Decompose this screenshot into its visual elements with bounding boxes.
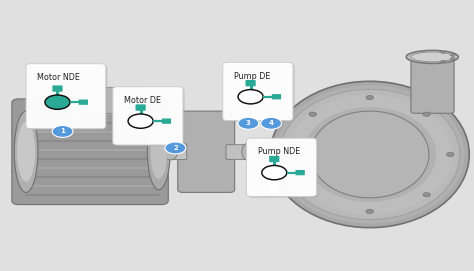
FancyBboxPatch shape	[248, 140, 319, 198]
Ellipse shape	[147, 114, 170, 190]
FancyBboxPatch shape	[246, 80, 255, 86]
Circle shape	[423, 112, 430, 117]
FancyBboxPatch shape	[115, 88, 185, 147]
Ellipse shape	[270, 81, 469, 228]
FancyBboxPatch shape	[79, 99, 88, 105]
Ellipse shape	[411, 52, 454, 62]
Circle shape	[309, 112, 317, 117]
Circle shape	[366, 209, 374, 214]
Circle shape	[51, 98, 64, 106]
Circle shape	[238, 117, 259, 129]
Text: Motor NDE: Motor NDE	[37, 73, 80, 82]
Circle shape	[441, 60, 446, 63]
FancyBboxPatch shape	[28, 65, 108, 130]
Ellipse shape	[318, 117, 422, 192]
Circle shape	[285, 152, 293, 157]
Ellipse shape	[303, 107, 436, 202]
Text: Motor DE: Motor DE	[124, 96, 161, 105]
FancyBboxPatch shape	[295, 170, 305, 175]
Circle shape	[450, 57, 455, 60]
Circle shape	[366, 95, 374, 100]
FancyBboxPatch shape	[12, 99, 168, 205]
Ellipse shape	[287, 95, 453, 214]
FancyBboxPatch shape	[162, 118, 171, 124]
Text: 3: 3	[246, 120, 251, 126]
Circle shape	[52, 125, 73, 137]
Text: 2: 2	[173, 145, 178, 151]
Polygon shape	[269, 141, 280, 194]
FancyBboxPatch shape	[223, 62, 293, 121]
FancyBboxPatch shape	[272, 94, 281, 99]
FancyBboxPatch shape	[269, 156, 279, 162]
Circle shape	[128, 114, 153, 128]
FancyBboxPatch shape	[411, 60, 454, 113]
Text: Pump NDE: Pump NDE	[258, 147, 300, 156]
FancyBboxPatch shape	[246, 138, 317, 196]
Circle shape	[450, 54, 455, 56]
Ellipse shape	[406, 50, 458, 63]
Ellipse shape	[164, 144, 178, 160]
FancyBboxPatch shape	[157, 144, 187, 160]
Ellipse shape	[275, 85, 465, 224]
Circle shape	[261, 117, 282, 129]
FancyBboxPatch shape	[226, 145, 250, 159]
Circle shape	[238, 90, 263, 104]
FancyBboxPatch shape	[178, 111, 235, 192]
FancyBboxPatch shape	[113, 87, 183, 145]
Circle shape	[441, 51, 446, 54]
Text: 4: 4	[269, 120, 273, 126]
Circle shape	[262, 166, 287, 180]
Ellipse shape	[242, 143, 255, 160]
FancyBboxPatch shape	[246, 141, 295, 162]
Circle shape	[423, 192, 430, 197]
Text: Pump DE: Pump DE	[234, 72, 271, 80]
Circle shape	[447, 152, 454, 157]
FancyBboxPatch shape	[52, 85, 63, 92]
FancyBboxPatch shape	[225, 64, 295, 122]
Ellipse shape	[280, 89, 460, 220]
Ellipse shape	[17, 122, 35, 182]
FancyBboxPatch shape	[26, 64, 106, 129]
Ellipse shape	[151, 125, 167, 179]
Circle shape	[309, 192, 317, 197]
FancyBboxPatch shape	[77, 87, 141, 113]
Circle shape	[45, 95, 70, 109]
Circle shape	[165, 142, 186, 154]
Text: 1: 1	[60, 128, 65, 134]
Ellipse shape	[14, 111, 38, 192]
FancyBboxPatch shape	[136, 104, 146, 111]
Ellipse shape	[310, 111, 429, 198]
